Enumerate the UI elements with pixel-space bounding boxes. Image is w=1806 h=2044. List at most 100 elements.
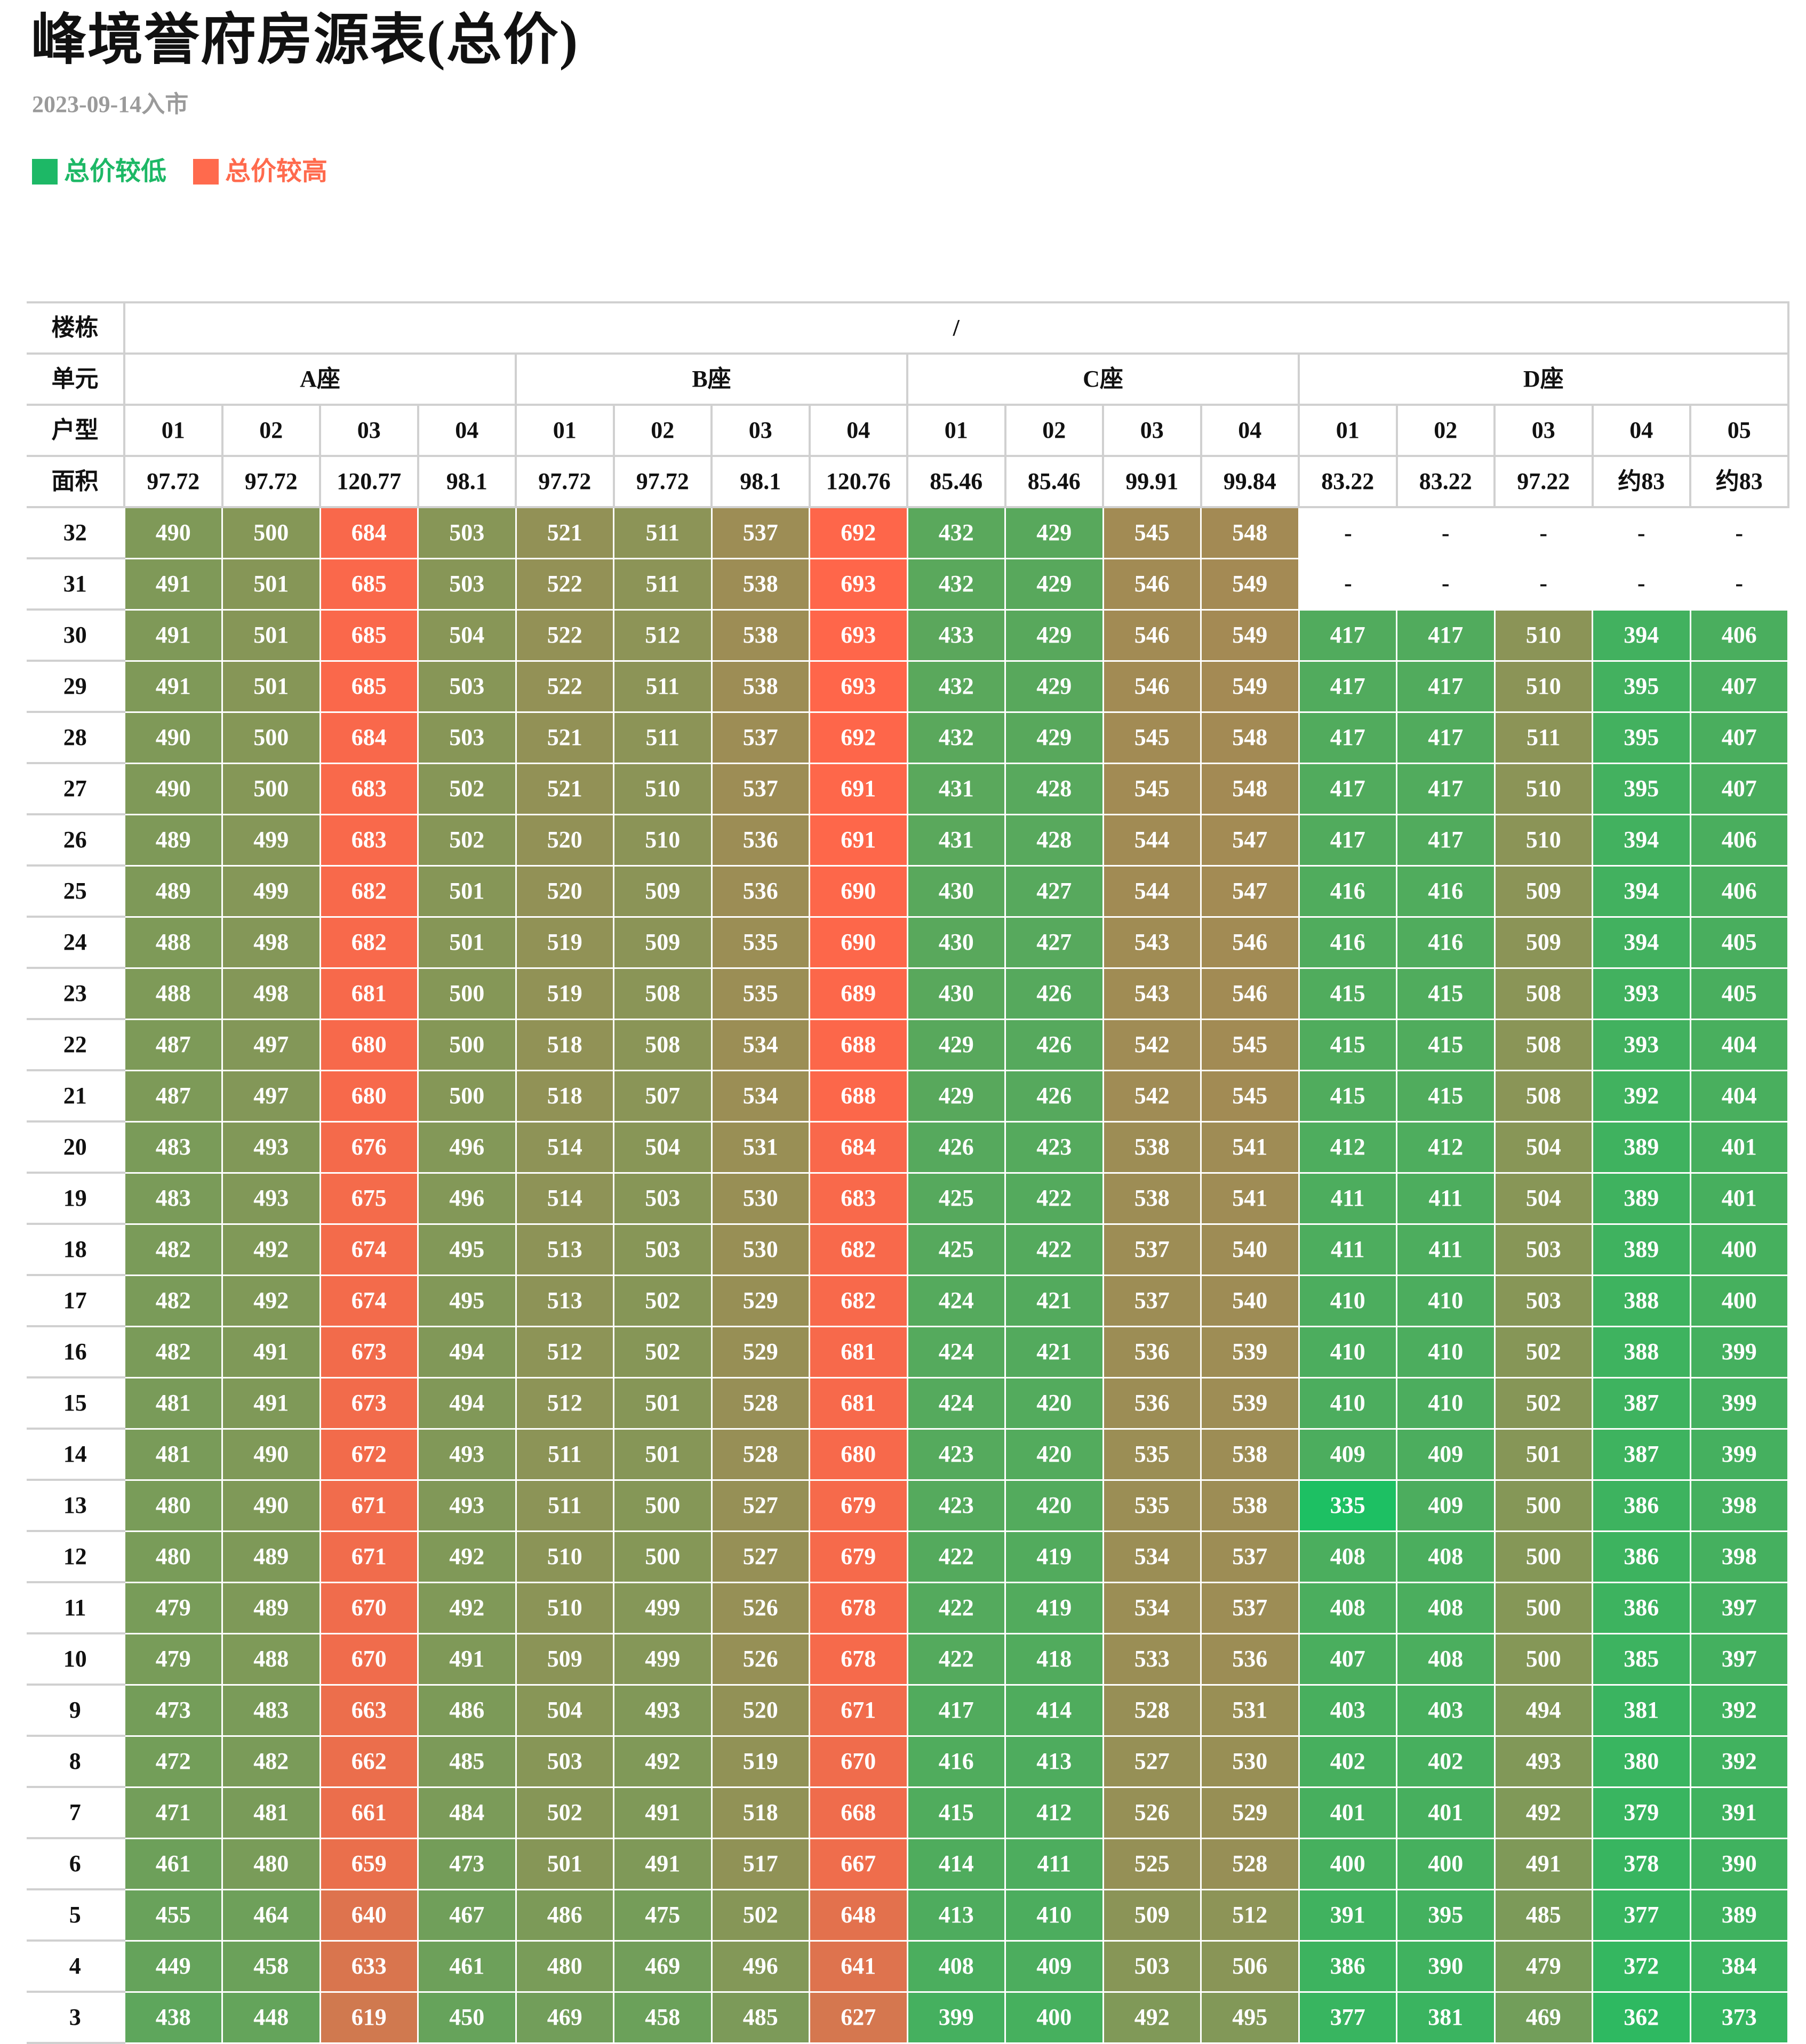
area-header: 85.46 xyxy=(906,455,1006,508)
price-cell: 493 xyxy=(417,1479,517,1532)
type-header: 01 xyxy=(906,404,1006,457)
price-cell: 510 xyxy=(1493,762,1593,815)
price-cell: 494 xyxy=(1493,1684,1593,1737)
price-cell: 530 xyxy=(710,1172,810,1225)
price-cell: 528 xyxy=(1102,1684,1202,1737)
price-cell: 493 xyxy=(221,1172,321,1225)
price-cell: 504 xyxy=(417,608,517,662)
floor-label: 3 xyxy=(27,1991,124,2044)
price-cell: 508 xyxy=(613,1018,713,1071)
price-cell: 544 xyxy=(1102,813,1202,867)
price-cell: 401 xyxy=(1298,1786,1397,1839)
price-cell: 538 xyxy=(1200,1479,1300,1532)
price-cell: 512 xyxy=(515,1376,614,1430)
empty-cell: - xyxy=(1299,558,1397,610)
price-cell: 461 xyxy=(123,1837,223,1890)
price-cell: 542 xyxy=(1102,1069,1202,1123)
floor-label: 12 xyxy=(27,1530,124,1583)
price-cell: 479 xyxy=(123,1581,223,1634)
empty-cell: - xyxy=(1396,558,1495,610)
price-cell: 385 xyxy=(1592,1632,1691,1686)
price-cell: 544 xyxy=(1102,864,1202,918)
type-label: 户型 xyxy=(27,404,124,457)
floor-label: 21 xyxy=(27,1069,124,1123)
price-cell: 412 xyxy=(1298,1120,1397,1174)
price-cell: 397 xyxy=(1689,1581,1789,1634)
price-cell: 407 xyxy=(1689,762,1789,815)
price-cell: 432 xyxy=(906,557,1006,611)
floor-label: 32 xyxy=(27,506,124,559)
unit-header: A座 xyxy=(123,352,517,406)
price-cell: 420 xyxy=(1004,1479,1104,1532)
area-header: 97.22 xyxy=(1493,455,1594,508)
price-cell: 377 xyxy=(1592,1888,1691,1942)
price-cell: 525 xyxy=(1102,1837,1202,1890)
price-cell: 484 xyxy=(417,1786,517,1839)
price-cell: 485 xyxy=(710,1991,810,2044)
legend-high-label: 总价较高 xyxy=(225,157,328,186)
price-cell: 483 xyxy=(221,1684,321,1737)
price-cell: 429 xyxy=(1004,608,1104,662)
floor-label: 24 xyxy=(27,916,124,969)
price-cell: 362 xyxy=(1592,1991,1691,2044)
price-cell: 417 xyxy=(1298,762,1397,815)
price-cell: 422 xyxy=(906,1632,1006,1686)
price-cell: 619 xyxy=(319,1991,419,2044)
price-cell: 535 xyxy=(1102,1479,1202,1532)
price-cell: 504 xyxy=(613,1120,713,1174)
price-cell: 399 xyxy=(1689,1376,1789,1430)
floor-row: 7 471 481 661 484 502 491 518 668 415 412 526 529 401… xyxy=(27,1786,1789,1839)
price-cell: 691 xyxy=(809,762,908,815)
floor-label: 19 xyxy=(27,1172,124,1225)
price-cell: 495 xyxy=(417,1274,517,1327)
price-cell: 503 xyxy=(1493,1274,1593,1327)
price-cell: 501 xyxy=(1493,1428,1593,1481)
price-cell: 422 xyxy=(1004,1172,1104,1225)
area-header: 97.72 xyxy=(515,455,615,508)
unit-label: 单元 xyxy=(27,352,124,406)
price-cell: 426 xyxy=(1004,967,1104,1020)
price-cell: 520 xyxy=(515,813,614,867)
price-cell: 421 xyxy=(1004,1274,1104,1327)
floor-label: 20 xyxy=(27,1120,124,1174)
price-cell: 527 xyxy=(710,1530,810,1583)
price-cell: 492 xyxy=(417,1581,517,1634)
floor-row: 31 491 501 685 503 522 511 538 693 432 429 546 549- -… xyxy=(27,557,1788,611)
type-header: 01 xyxy=(1298,404,1398,457)
floor-row: 24 488 498 682 501 519 509 535 690 430 427 543 546 41… xyxy=(27,916,1789,969)
price-cell: 432 xyxy=(906,506,1006,559)
price-cell: 481 xyxy=(123,1428,223,1481)
price-cell: 458 xyxy=(221,1939,321,1993)
price-cell: 510 xyxy=(515,1581,614,1634)
price-cell: 511 xyxy=(1493,711,1593,764)
type-header: 02 xyxy=(1004,404,1104,457)
price-cell: 529 xyxy=(710,1274,810,1327)
legend-high: 总价较高 xyxy=(193,159,327,185)
price-cell: 416 xyxy=(1396,916,1496,969)
price-cell: 493 xyxy=(221,1120,321,1174)
price-cell: 542 xyxy=(1102,1018,1202,1071)
price-cell: 529 xyxy=(1200,1786,1300,1839)
price-cell: 540 xyxy=(1200,1274,1300,1327)
price-cell: 483 xyxy=(123,1172,223,1225)
price-cell: 499 xyxy=(221,864,321,918)
price-cell: 481 xyxy=(123,1376,223,1430)
price-cell: 527 xyxy=(1102,1735,1202,1788)
price-cell: 467 xyxy=(417,1888,517,1942)
price-cell: 511 xyxy=(613,506,713,559)
price-cell: 450 xyxy=(417,1991,517,2044)
price-cell: 409 xyxy=(1396,1428,1496,1481)
floor-row: 26 489 499 683 502 520 510 536 691 431 428 544 547 41… xyxy=(27,813,1789,867)
price-cell: 490 xyxy=(221,1479,321,1532)
price-cell: 521 xyxy=(515,711,614,764)
price-cell: 509 xyxy=(1493,864,1593,918)
price-cell: 410 xyxy=(1298,1274,1397,1327)
price-cell: 485 xyxy=(1493,1888,1593,1942)
price-cell: 473 xyxy=(123,1684,223,1737)
price-cell: 509 xyxy=(515,1632,614,1686)
price-cell: 499 xyxy=(221,813,321,867)
price-cell: 493 xyxy=(613,1684,713,1737)
price-cell: 500 xyxy=(1493,1632,1593,1686)
building-label: 楼栋 xyxy=(27,301,124,355)
price-cell: 491 xyxy=(417,1632,517,1686)
